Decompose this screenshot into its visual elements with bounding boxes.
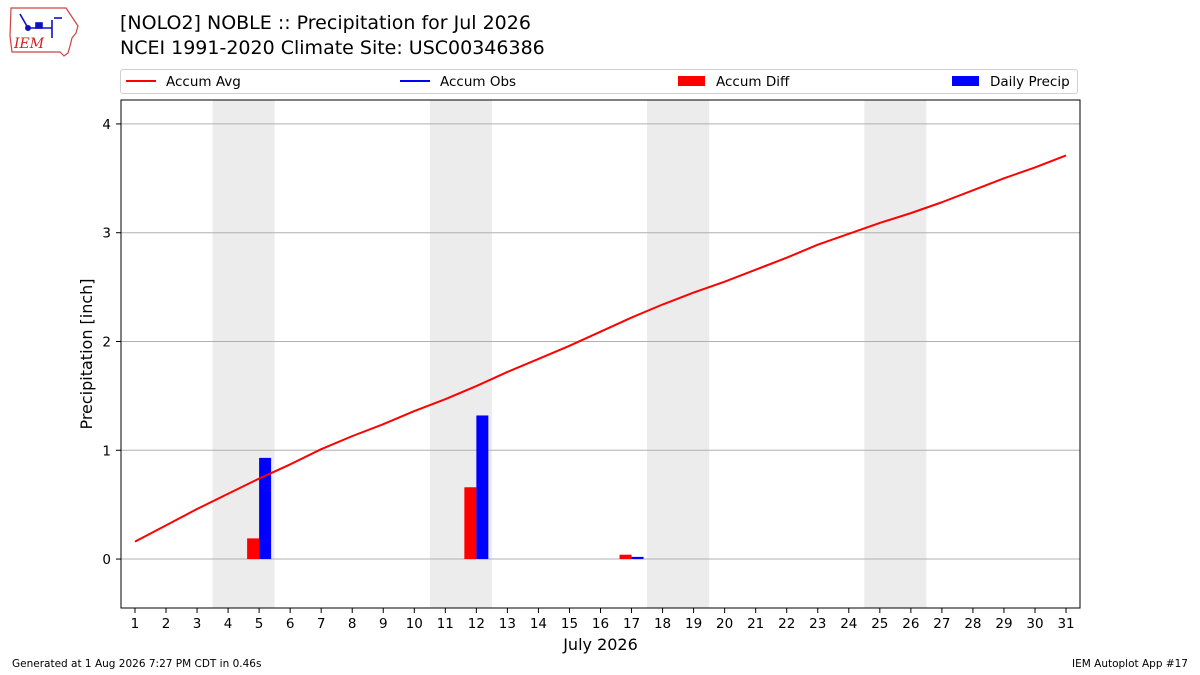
x-tick-label: 30	[1026, 616, 1043, 632]
accum-avg-line	[134, 154, 1067, 543]
x-tick-label: 5	[255, 616, 264, 632]
x-tick-label: 20	[716, 616, 733, 632]
daily-precip-bar	[476, 415, 489, 560]
x-tick-label: 10	[406, 616, 423, 632]
x-tick-label: 27	[933, 616, 950, 632]
weather-instruments-icon	[19, 13, 62, 38]
x-tick-label: 22	[778, 616, 795, 632]
legend-item-accum-avg: Accum Avg	[126, 73, 241, 91]
iem-logo: IEM	[9, 7, 79, 57]
x-axis-label: July 2026	[562, 635, 638, 654]
legend-label: Accum Diff	[716, 74, 790, 90]
x-tick-label: 4	[224, 616, 233, 632]
x-tick-label: 3	[193, 616, 202, 632]
x-tick-label: 2	[162, 616, 171, 632]
y-tick-label: 1	[102, 443, 111, 459]
x-tick-label: 17	[623, 616, 640, 632]
y-tick-label: 4	[102, 117, 111, 133]
legend-swatch	[126, 80, 156, 82]
legend-swatch	[952, 76, 979, 86]
x-tick-label: 11	[437, 616, 454, 632]
x-tick-label: 12	[468, 616, 485, 632]
y-tick-label: 0	[102, 552, 111, 568]
y-tick-label: 2	[102, 334, 111, 350]
x-tick-label: 29	[995, 616, 1012, 632]
x-tick-label: 25	[871, 616, 888, 632]
x-tick-label: 6	[286, 616, 295, 632]
chart-legend: Accum Avg Accum Obs Accum Diff Daily Pre…	[120, 69, 1078, 94]
x-tick-label: 9	[379, 616, 388, 632]
app-credit: IEM Autoplot App #17	[1072, 658, 1188, 670]
legend-swatch	[400, 80, 430, 82]
x-tick-label: 31	[1057, 616, 1074, 632]
legend-item-accum-obs: Accum Obs	[400, 73, 516, 91]
legend-item-daily-precip: Daily Precip	[952, 73, 1070, 91]
x-tick-label: 15	[561, 616, 578, 632]
chart-title: [NOLO2] NOBLE :: Precipitation for Jul 2…	[120, 12, 531, 34]
x-tick-label: 8	[348, 616, 357, 632]
iowa-outline-icon	[9, 7, 79, 57]
generated-timestamp: Generated at 1 Aug 2026 7:27 PM CDT in 0…	[12, 658, 262, 670]
x-tick-label: 14	[530, 616, 547, 632]
x-tick-label: 24	[840, 616, 857, 632]
chart-subtitle: NCEI 1991-2020 Climate Site: USC00346386	[120, 37, 545, 59]
x-tick-label: 26	[902, 616, 919, 632]
x-tick-label: 21	[747, 616, 764, 632]
weekend-band	[864, 100, 927, 608]
legend-item-accum-diff: Accum Diff	[678, 73, 789, 91]
weekend-band	[647, 100, 710, 608]
legend-swatch	[678, 76, 705, 86]
x-tick-label: 19	[685, 616, 702, 632]
legend-label: Accum Avg	[166, 74, 241, 90]
daily-precip-bar	[259, 457, 272, 560]
x-tick-label: 23	[809, 616, 826, 632]
y-axis-label: Precipitation [inch]	[77, 278, 96, 429]
legend-label: Accum Obs	[440, 74, 517, 90]
x-tick-label: 13	[499, 616, 516, 632]
x-tick-label: 28	[964, 616, 981, 632]
y-tick-label: 3	[102, 226, 111, 242]
accum-diff-bar	[464, 487, 477, 560]
x-tick-label: 16	[592, 616, 609, 632]
logo-text: IEM	[13, 36, 45, 52]
x-tick-label: 18	[654, 616, 671, 632]
daily-precip-bar	[631, 556, 644, 560]
x-tick-label: 1	[131, 616, 140, 632]
legend-label: Daily Precip	[990, 74, 1070, 90]
accum-diff-bar	[247, 538, 260, 560]
x-tick-label: 7	[317, 616, 326, 632]
accum-diff-bar	[619, 554, 632, 560]
